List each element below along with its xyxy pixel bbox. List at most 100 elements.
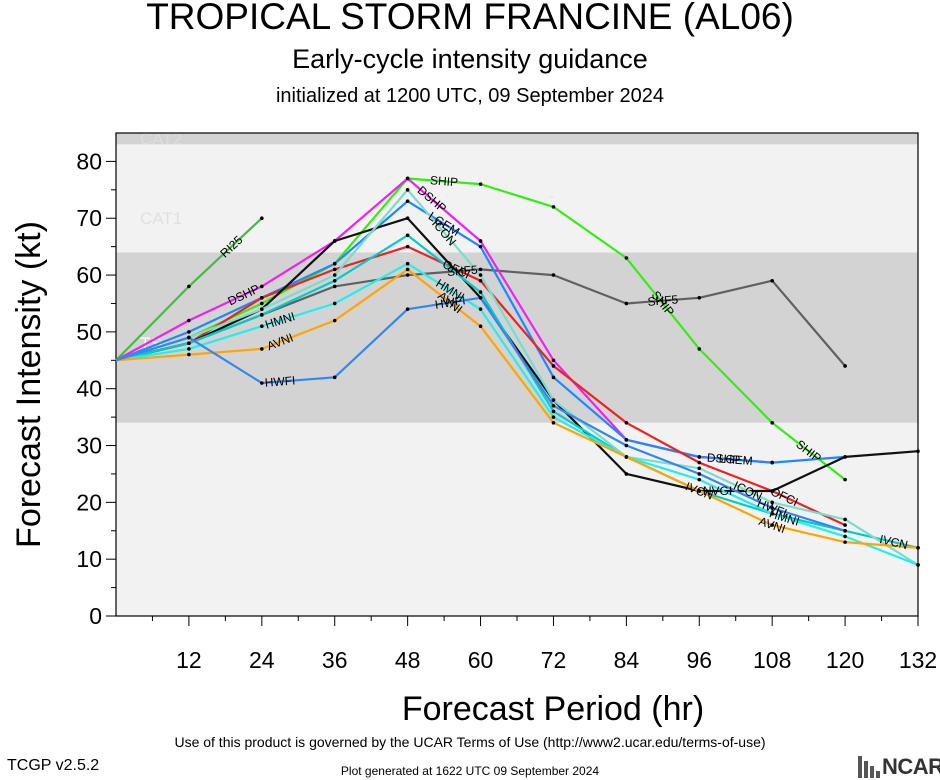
x-tick-label: 72 (541, 647, 567, 673)
data-point (405, 176, 410, 181)
data-point (260, 313, 264, 317)
data-point (332, 239, 337, 243)
data-point (770, 489, 774, 493)
data-point (187, 335, 191, 340)
data-point (332, 318, 337, 323)
data-point (405, 273, 410, 277)
data-point (770, 500, 774, 505)
data-point (843, 455, 847, 459)
x-tick-label: 96 (686, 647, 712, 673)
series-label-lgem: LGEM (718, 451, 753, 468)
terms-of-use-notice: Use of this product is governed by the U… (174, 734, 766, 750)
data-point (551, 273, 556, 277)
ncar-logo-text: NCAR (882, 754, 940, 779)
series-ship (115, 176, 847, 482)
band-label-cat2: CAT2 (140, 130, 182, 149)
data-point (843, 528, 847, 533)
series-label-ship: SHIP (430, 173, 459, 189)
series-label-ivcn: IVCN (878, 532, 909, 552)
data-point (624, 455, 629, 459)
series-line-avni (115, 268, 919, 549)
ncar-logo: NCAR (858, 754, 940, 780)
series-line-hmni (115, 262, 919, 566)
ncar-logo-icon (858, 756, 880, 778)
data-point (551, 364, 556, 368)
data-point (187, 347, 191, 351)
data-point (916, 563, 920, 567)
data-point (624, 421, 629, 425)
data-point (260, 284, 264, 289)
data-point (332, 284, 337, 289)
data-point (478, 182, 483, 186)
data-point (551, 403, 556, 408)
band-cat1 (116, 144, 918, 253)
data-point (405, 233, 410, 238)
data-point (551, 358, 556, 363)
data-point (187, 352, 191, 357)
data-point (478, 273, 483, 277)
data-point (770, 421, 774, 425)
data-point (405, 216, 410, 221)
data-point (187, 341, 191, 346)
series-label-dshp: DSHP (706, 450, 740, 467)
y-tick-label: 50 (76, 319, 102, 345)
data-point (260, 216, 264, 221)
data-point (332, 267, 337, 272)
data-point (843, 364, 847, 368)
series-icon (115, 188, 920, 567)
y-tick-label: 20 (76, 489, 102, 515)
data-point (551, 415, 556, 419)
x-tick-label: 120 (826, 647, 864, 673)
y-axis-label: Forecast Intensity (kt) (10, 221, 48, 548)
data-point (551, 409, 556, 414)
y-tick-label: 60 (76, 262, 102, 288)
series-label-hwfi: HWFI (264, 373, 296, 389)
data-point (624, 256, 629, 260)
data-point (260, 324, 264, 329)
data-point (332, 301, 337, 306)
y-tick-label: 30 (76, 433, 102, 459)
data-point (332, 278, 337, 283)
data-point (478, 239, 483, 243)
data-point (624, 438, 629, 442)
data-point (624, 472, 629, 476)
x-tick-label: 108 (753, 647, 791, 673)
x-tick-label: 48 (395, 647, 421, 673)
y-tick-label: 40 (76, 376, 102, 402)
x-tick-label: 60 (468, 647, 494, 673)
data-point (697, 460, 702, 465)
chart-title: TROPICAL STORM FRANCINE (AL06) (146, 0, 794, 37)
series-line-icon (115, 188, 919, 566)
y-tick-label: 0 (89, 603, 102, 629)
data-point (624, 443, 629, 448)
data-point (405, 188, 410, 192)
y-tick-label: 80 (76, 148, 102, 174)
data-point (478, 267, 483, 272)
initialization-time: initialized at 1200 UTC, 09 September 20… (275, 85, 664, 107)
band-below-ts (116, 422, 918, 616)
data-point (478, 278, 483, 283)
data-point (187, 318, 191, 323)
data-point (551, 375, 556, 380)
x-tick-label: 24 (249, 647, 275, 673)
y-tick-label: 10 (76, 546, 102, 572)
data-point (551, 398, 556, 402)
data-point (843, 477, 847, 482)
data-point (697, 489, 702, 493)
data-point (332, 375, 337, 380)
data-point (332, 261, 337, 266)
series-label-shf5: SHF5 (446, 263, 478, 279)
data-point (697, 295, 702, 300)
data-point (843, 517, 847, 522)
data-point (260, 347, 264, 351)
data-point (478, 295, 483, 300)
data-point (624, 301, 629, 306)
data-point (843, 534, 847, 539)
data-point (478, 244, 483, 249)
data-point (843, 523, 847, 527)
data-point (405, 261, 410, 266)
data-point (770, 506, 774, 510)
data-point (478, 307, 483, 311)
data-point (405, 267, 410, 272)
